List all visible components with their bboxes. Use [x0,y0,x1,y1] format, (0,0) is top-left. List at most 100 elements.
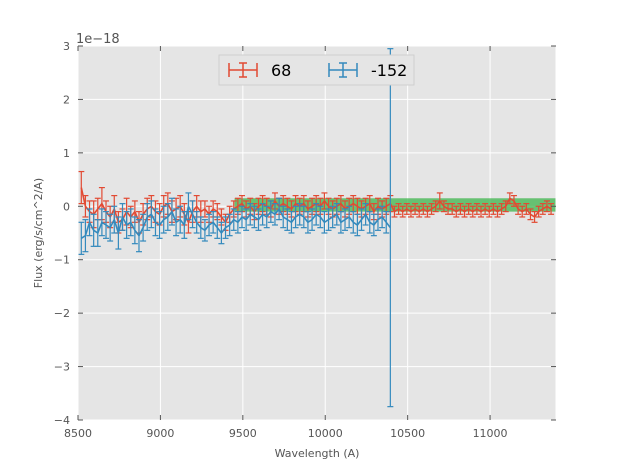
error-bar [317,205,324,229]
error-bar [420,203,427,215]
error-bar [177,205,184,234]
y-tick-label: 2 [63,93,70,106]
error-bar [486,205,493,218]
error-bar [416,205,423,218]
error-bar [440,200,447,213]
error-bar [494,205,501,218]
x-tick-label: 9500 [229,427,257,440]
error-bar [152,208,159,237]
error-bar [374,208,381,231]
error-bar [271,203,278,226]
error-bar [263,205,270,229]
legend-entry-2: -152 [328,61,407,80]
error-bar [449,203,456,215]
x-tick-label: 10500 [390,427,425,440]
error-bar [506,192,513,205]
error-bar [173,208,180,237]
error-bar [519,205,526,218]
y-tick-label: −2 [54,307,70,320]
error-bar [218,221,225,245]
legend-marker-1 [228,62,258,78]
error-bar [424,205,431,218]
error-bar [123,211,130,239]
error-bar [515,203,522,215]
error-bar [243,208,250,231]
error-bar [412,203,419,215]
error-bar [313,203,320,226]
error-bar [82,195,89,218]
error-bar [276,197,283,221]
error-bar [523,203,530,215]
legend-marker-2 [328,62,358,78]
error-bar [210,211,217,234]
error-bar [115,216,122,250]
series-layer [78,48,555,408]
error-bar [333,203,340,226]
error-bar [395,203,402,215]
x-tick-label: 9000 [146,427,174,440]
error-bar [465,203,472,215]
error-bar [144,203,151,231]
legend-label-2: -152 [371,61,407,80]
error-bar [86,208,93,237]
error-bar [510,195,517,207]
error-bar [399,205,406,218]
y-offset-label: 1e−18 [76,32,120,47]
error-bar [288,211,295,234]
y-tick-label: −3 [54,361,70,374]
plot-frame [77,45,557,421]
error-bar [296,203,303,226]
error-bar [482,203,489,215]
error-bar [321,211,328,234]
y-tick-label: 3 [63,40,70,53]
error-bar [350,211,357,234]
error-bar [214,216,221,239]
error-bar [457,203,464,215]
error-bar [548,203,555,215]
error-bar [98,208,105,237]
error-bar [490,203,497,215]
legend-label-1: 68 [271,61,291,80]
error-bar [239,205,246,229]
y-tick-label: 1 [63,147,70,160]
y-tick-label: 0 [63,200,70,213]
error-bar [267,200,274,223]
error-bar [354,213,361,237]
error-bar [346,205,353,229]
error-bar [206,213,213,237]
error-bar [453,205,460,218]
error-bar [103,211,110,239]
error-bar [247,203,254,226]
y-axis-label: Flux (erg/s/cm^2/A) [32,178,45,288]
y-tick-label: −1 [54,254,70,267]
error-bar [329,205,336,229]
error-bar [535,205,542,218]
error-bar [337,211,344,234]
error-bar [325,208,332,231]
error-bar [498,203,505,215]
error-bar [469,205,476,218]
axes-layer: 8500 9000 9500 10000 10500 11000 −4 −3 −2 −1 0 1 2 3 [54,40,557,440]
error-bar [527,208,534,221]
error-bar [432,200,439,213]
error-bar [135,219,142,253]
error-bar [342,208,349,231]
error-bar [156,211,163,239]
error-bar [403,203,410,215]
x-tick-label: 11000 [473,427,508,440]
error-bar [189,200,196,229]
error-bar [201,219,208,242]
highlight-band [234,198,556,212]
error-bar [436,192,443,210]
error-bar [197,216,204,239]
error-bar [111,205,118,234]
error-bar [140,213,147,242]
x-tick-label: 10000 [308,427,343,440]
error-bar [362,203,369,226]
error-bar [131,216,138,245]
error-bar [78,221,85,255]
error-bar [119,203,126,231]
error-bar [366,211,373,234]
error-bar [255,208,262,231]
error-bar [181,211,188,239]
